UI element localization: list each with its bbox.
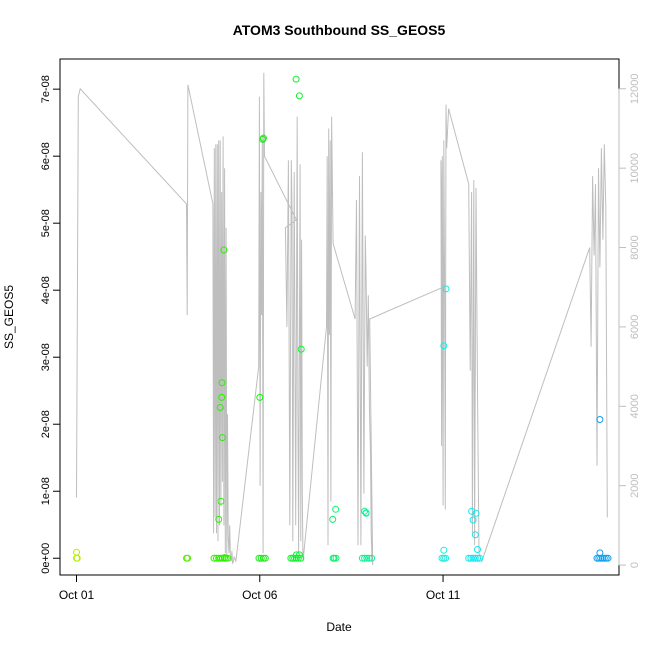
y-tick-label: 2e-08 — [40, 410, 52, 438]
plot-frame — [59, 58, 620, 576]
y-axis-label: SS_GEOS5 — [2, 285, 16, 349]
data-point — [474, 546, 481, 553]
y-tick-label: 6e-08 — [40, 142, 52, 170]
data-point — [210, 554, 218, 562]
y-tick-label: 0e+00 — [40, 543, 52, 574]
x-axis: Oct 01 Oct 06 Oct 11 — [59, 574, 461, 602]
data-point — [596, 549, 604, 557]
right-tick-label: 8000 — [629, 235, 641, 259]
chart-title: ATOM3 Southbound SS_GEOS5 — [233, 22, 446, 38]
data-point — [476, 554, 484, 562]
data-point — [469, 554, 477, 562]
data-point — [292, 75, 300, 83]
point-layer — [73, 75, 612, 562]
data-point — [361, 507, 369, 515]
y-tick-label: 7e-08 — [40, 75, 52, 103]
altitude-series-line — [76, 72, 608, 566]
data-point — [261, 554, 269, 562]
data-point — [604, 554, 612, 562]
data-point — [295, 92, 303, 100]
data-point — [465, 554, 473, 562]
data-point — [218, 434, 226, 442]
data-point — [295, 551, 303, 559]
data-point — [468, 507, 476, 515]
data-point — [218, 379, 226, 387]
data-point — [365, 554, 373, 562]
data-point — [358, 554, 366, 562]
data-point — [216, 404, 224, 411]
data-point — [600, 554, 608, 562]
data-point — [361, 554, 369, 562]
data-point — [297, 345, 305, 353]
data-point — [184, 554, 192, 562]
data-point — [363, 554, 371, 562]
data-point — [471, 554, 479, 562]
data-point — [292, 551, 300, 559]
y-tick-label: 5e-08 — [40, 209, 52, 237]
data-point — [215, 515, 223, 523]
data-point — [259, 134, 267, 142]
right-tick-label: 12000 — [629, 73, 641, 104]
data-point — [442, 285, 450, 293]
data-point — [471, 531, 479, 539]
altitude-line-layer — [76, 72, 608, 566]
data-point — [440, 546, 448, 554]
right-tick-label: 2000 — [629, 473, 641, 497]
data-point — [73, 548, 80, 556]
right-tick-label: 10000 — [629, 153, 641, 184]
data-point — [218, 393, 226, 401]
x-tick-label: Oct 11 — [426, 588, 461, 602]
data-point — [224, 554, 232, 562]
right-axis: 0 2000 4000 6000 8000 10000 12000 — [618, 73, 641, 568]
y-tick-label: 3e-08 — [40, 343, 52, 371]
data-point — [256, 393, 264, 401]
data-point — [474, 554, 481, 562]
data-point — [297, 554, 305, 562]
y-axis: 0e+00 1e-08 2e-08 3e-08 4e-08 5e-08 6e-08 7e-08 — [40, 75, 61, 574]
right-tick-label: 4000 — [629, 394, 641, 418]
data-point — [332, 505, 340, 513]
x-tick-label: Oct 01 — [59, 588, 95, 602]
right-tick-label: 0 — [629, 562, 641, 568]
data-point — [217, 497, 225, 505]
data-point — [329, 515, 337, 523]
data-point — [362, 509, 370, 517]
data-point — [221, 554, 229, 562]
data-point — [332, 554, 340, 562]
y-tick-label: 1e-08 — [40, 477, 52, 505]
data-point — [440, 342, 448, 350]
data-point — [220, 246, 228, 254]
data-point — [469, 516, 477, 524]
x-axis-label: Date — [326, 620, 352, 634]
right-tick-label: 6000 — [629, 315, 641, 339]
data-point — [259, 554, 267, 562]
data-point — [596, 416, 604, 423]
x-tick-label: Oct 06 — [242, 588, 278, 602]
data-point — [257, 554, 265, 562]
data-point — [472, 509, 480, 517]
data-point — [442, 554, 450, 562]
data-point — [368, 554, 376, 562]
y-tick-label: 4e-08 — [40, 276, 52, 304]
data-point — [467, 554, 475, 562]
